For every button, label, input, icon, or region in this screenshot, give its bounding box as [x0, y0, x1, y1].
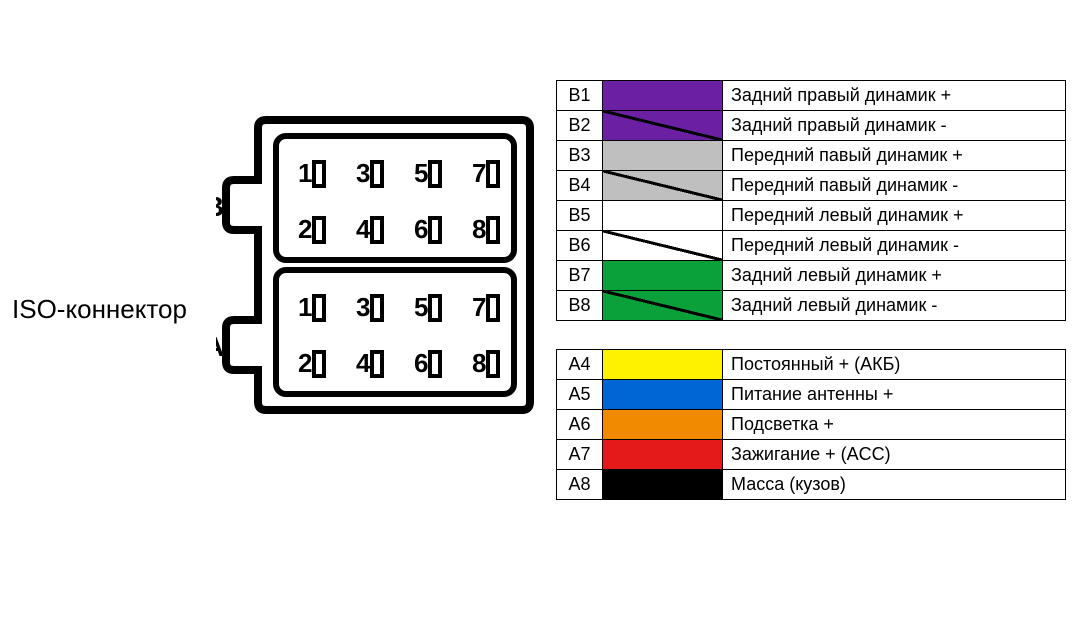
legend-pin-id: B1	[557, 81, 603, 111]
legend-row: B5 Передний левый динамик +	[557, 201, 1066, 231]
connector-svg: 1 3 5 7 2 4 6 8 1 3 5 7 2	[216, 110, 536, 420]
legend-swatch	[603, 380, 723, 410]
legend-pin-id: B3	[557, 141, 603, 171]
legend-pin-id: A7	[557, 440, 603, 470]
pin-a8: 8	[472, 348, 486, 378]
legend-desc: Масса (кузов)	[723, 470, 1066, 500]
pin-b7: 7	[472, 158, 486, 188]
legend-row: B4 Передний павый динамик -	[557, 171, 1066, 201]
legend-row: A5 Питание антенны +	[557, 380, 1066, 410]
legend-pin-id: A4	[557, 350, 603, 380]
legend-desc: Задний правый динамик -	[723, 111, 1066, 141]
legend-pin-id: A8	[557, 470, 603, 500]
legend-swatch	[603, 231, 723, 261]
block-b-pins: 1 3 5 7 2 4 6 8	[298, 158, 498, 244]
legend-swatch	[603, 81, 723, 111]
pin-a7: 7	[472, 292, 486, 322]
pin-a2: 2	[298, 348, 312, 378]
legend-pin-id: B8	[557, 291, 603, 321]
connector-title: ISO-коннектор	[12, 294, 187, 325]
legend-row: A6 Подсветка +	[557, 410, 1066, 440]
legend-desc: Задний левый динамик -	[723, 291, 1066, 321]
legend: B1 Задний правый динамик + B2 Задний правый…	[556, 80, 1066, 528]
legend-desc: Передний павый динамик +	[723, 141, 1066, 171]
legend-row: B6 Передний левый динамик -	[557, 231, 1066, 261]
pin-a4: 4	[356, 348, 371, 378]
legend-desc: Питание антенны +	[723, 380, 1066, 410]
pin-a1: 1	[298, 292, 312, 322]
pin-b8: 8	[472, 214, 486, 244]
legend-pin-id: A5	[557, 380, 603, 410]
legend-pin-id: B2	[557, 111, 603, 141]
legend-desc: Передний левый динамик -	[723, 231, 1066, 261]
legend-row: B1 Задний правый динамик +	[557, 81, 1066, 111]
legend-row: B3 Передний павый динамик +	[557, 141, 1066, 171]
block-a-pins: 1 3 5 7 2 4 6 8	[298, 292, 498, 378]
legend-row: B2 Задний правый динамик -	[557, 111, 1066, 141]
legend-pin-id: A6	[557, 410, 603, 440]
legend-swatch	[603, 350, 723, 380]
legend-group-b: B1 Задний правый динамик + B2 Задний правый…	[556, 80, 1066, 321]
legend-pin-id: B6	[557, 231, 603, 261]
legend-desc: Зажигание + (ACC)	[723, 440, 1066, 470]
legend-desc: Задний правый динамик +	[723, 81, 1066, 111]
legend-desc: Передний левый динамик +	[723, 201, 1066, 231]
legend-swatch	[603, 261, 723, 291]
block-a-label: A	[216, 331, 224, 362]
legend-swatch	[603, 410, 723, 440]
legend-swatch	[603, 111, 723, 141]
pin-b2: 2	[298, 214, 312, 244]
legend-swatch	[603, 291, 723, 321]
block-b-label: B	[216, 191, 224, 222]
legend-swatch	[603, 171, 723, 201]
legend-row: B7 Задний левый динамик +	[557, 261, 1066, 291]
legend-desc: Передний павый динамик -	[723, 171, 1066, 201]
pin-b5: 5	[414, 158, 428, 188]
legend-swatch	[603, 141, 723, 171]
legend-desc: Задний левый динамик +	[723, 261, 1066, 291]
legend-row: A8 Масса (кузов)	[557, 470, 1066, 500]
pin-b1: 1	[298, 158, 312, 188]
legend-row: A4 Постоянный + (АКБ)	[557, 350, 1066, 380]
legend-desc: Подсветка +	[723, 410, 1066, 440]
legend-pin-id: B4	[557, 171, 603, 201]
pin-a6: 6	[414, 348, 428, 378]
pin-b4: 4	[356, 214, 371, 244]
pin-a5: 5	[414, 292, 428, 322]
legend-swatch	[603, 470, 723, 500]
legend-pin-id: B5	[557, 201, 603, 231]
legend-pin-id: B7	[557, 261, 603, 291]
legend-group-a: A4Постоянный + (АКБ)A5Питание антенны +A…	[556, 349, 1066, 500]
pin-a3: 3	[356, 292, 370, 322]
legend-row: A7 Зажигание + (ACC)	[557, 440, 1066, 470]
legend-swatch	[603, 201, 723, 231]
legend-row: B8 Задний левый динамик -	[557, 291, 1066, 321]
legend-desc: Постоянный + (АКБ)	[723, 350, 1066, 380]
legend-swatch	[603, 440, 723, 470]
pin-b6: 6	[414, 214, 428, 244]
pin-b3: 3	[356, 158, 370, 188]
